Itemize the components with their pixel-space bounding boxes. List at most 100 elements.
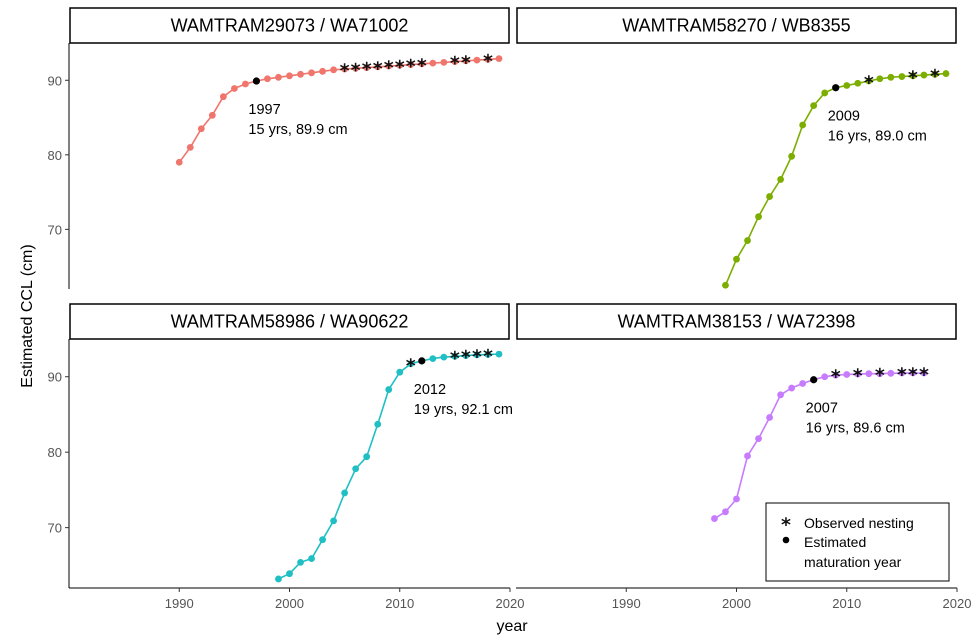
data-point — [843, 82, 851, 89]
data-point — [451, 58, 459, 66]
data-point — [286, 570, 293, 578]
nesting-marker: * — [362, 59, 372, 81]
nesting-marker: * — [461, 347, 471, 369]
nesting-marker: * — [351, 59, 361, 81]
data-point — [385, 386, 393, 393]
x-tick-label: 1990 — [612, 596, 641, 611]
y-axis-title: Estimated CCL (cm) — [19, 244, 36, 387]
data-point — [854, 79, 862, 87]
x-tick-label: 2010 — [385, 596, 414, 611]
data-point — [484, 351, 492, 358]
x-tick-label: 2000 — [722, 596, 751, 611]
data-point — [744, 452, 751, 460]
legend: * Observed nesting Estimated maturation yea… — [765, 502, 950, 582]
y-tick-label: 90 — [48, 370, 62, 385]
data-point — [418, 60, 426, 68]
data-point — [722, 508, 729, 516]
legend-label-maturation: Estimated — [804, 534, 866, 550]
data-point — [744, 237, 751, 244]
data-point — [484, 56, 492, 63]
nesting-marker: * — [853, 365, 863, 387]
x-tick-label: 2010 — [832, 596, 861, 611]
data-point — [887, 369, 895, 377]
data-point — [766, 414, 773, 421]
data-point — [186, 143, 194, 151]
data-point — [920, 369, 928, 377]
maturation-annotation-detail: 16 yrs, 89.0 cm — [828, 129, 927, 145]
data-point — [462, 57, 470, 65]
nesting-marker: * — [450, 347, 460, 369]
data-point — [788, 384, 796, 392]
data-point — [385, 62, 393, 70]
maturation-annotation-detail: 16 yrs, 89.6 cm — [806, 421, 905, 437]
data-point — [810, 102, 818, 110]
nesting-marker: * — [831, 366, 841, 388]
data-point — [451, 352, 459, 360]
data-point — [264, 75, 271, 83]
nesting-marker: * — [406, 355, 416, 377]
data-point — [330, 66, 337, 74]
data-point — [777, 391, 784, 399]
data-point — [374, 420, 382, 428]
nesting-marker: * — [483, 345, 493, 367]
data-point — [275, 575, 282, 583]
data-point — [286, 72, 293, 80]
data-point — [898, 369, 906, 377]
data-point — [429, 355, 437, 363]
nesting-marker: * — [919, 364, 929, 386]
data-point — [865, 370, 873, 378]
data-point — [495, 350, 503, 358]
nesting-marker: * — [373, 58, 383, 80]
data-point — [909, 72, 917, 80]
data-point — [440, 58, 448, 66]
panel-title: WAMTRAM58270 / WB8355 — [622, 16, 850, 36]
maturation-point — [252, 77, 261, 85]
data-point — [766, 193, 773, 200]
maturation-annotation-year: 2012 — [414, 382, 446, 398]
data-point — [755, 213, 762, 221]
legend-label-nesting: Observed nesting — [804, 515, 914, 531]
maturation-annotation-year: 2009 — [828, 109, 860, 125]
maturation-annotation-detail: 15 yrs, 89.9 cm — [248, 122, 347, 138]
data-point — [175, 158, 183, 166]
panel-title: WAMTRAM29073 / WA71002 — [171, 16, 409, 36]
data-point — [319, 67, 326, 75]
data-point — [898, 73, 906, 80]
data-point — [711, 515, 718, 522]
nesting-marker: * — [417, 55, 427, 77]
data-point — [352, 465, 360, 473]
panel-strip — [69, 7, 510, 44]
data-point — [473, 56, 481, 64]
series-line — [724, 72, 947, 286]
nesting-marker: * — [483, 50, 493, 72]
data-point — [876, 370, 884, 378]
panel-title: WAMTRAM38153 / WA72398 — [618, 312, 856, 332]
data-point — [341, 65, 349, 73]
data-point — [197, 125, 205, 133]
panel-3: WAMTRAM58986 / WA90622 70 80 90 1990 2000 2010… — [48, 303, 524, 611]
data-point — [799, 121, 807, 129]
data-point — [407, 360, 415, 368]
data-point — [920, 71, 928, 79]
panel-strip — [516, 7, 957, 44]
data-point — [777, 176, 784, 183]
nesting-marker: * — [875, 365, 885, 387]
data-point — [832, 371, 840, 379]
nesting-marker: * — [450, 53, 460, 75]
data-point — [799, 380, 807, 387]
data-point — [429, 59, 437, 67]
data-point — [363, 453, 371, 461]
data-point — [440, 353, 448, 361]
legend-box — [765, 502, 950, 582]
maturation-annotation-year: 1997 — [248, 102, 280, 118]
nesting-marker: * — [930, 65, 940, 87]
y-tick-label: 80 — [48, 445, 62, 460]
data-point — [352, 64, 360, 72]
data-point — [887, 73, 895, 81]
maturation-point — [832, 84, 840, 92]
nesting-marker: * — [908, 67, 918, 89]
series-line — [714, 372, 924, 520]
